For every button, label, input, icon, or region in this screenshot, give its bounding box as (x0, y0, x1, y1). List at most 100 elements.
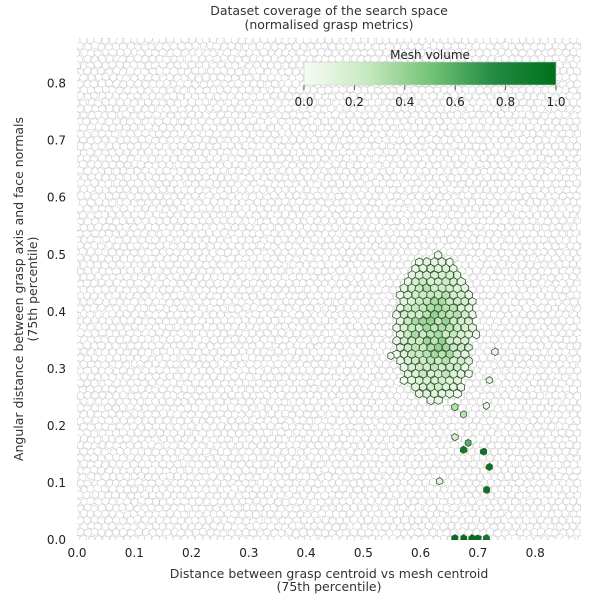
background-cell (361, 197, 370, 207)
background-cell (577, 347, 581, 357)
background-cell (310, 235, 319, 244)
background-cell (77, 208, 78, 212)
background-cell (241, 105, 250, 113)
background-cell (356, 116, 365, 126)
background-cell (367, 309, 376, 318)
background-cell (407, 41, 416, 50)
background-cell (580, 342, 581, 348)
background-cell (296, 48, 305, 57)
background-cell (104, 167, 113, 176)
background-cell (267, 172, 276, 181)
background-cell (141, 80, 150, 90)
background-cell (216, 85, 224, 94)
background-cell (255, 104, 264, 113)
background-cell (562, 159, 570, 169)
background-cell (310, 172, 319, 182)
background-cell (460, 173, 470, 182)
background-cell (569, 38, 578, 44)
background-cell (126, 367, 135, 376)
background-cell (201, 60, 210, 70)
background-cell (177, 153, 185, 163)
background-cell (69, 192, 77, 200)
background-cell (260, 38, 269, 44)
background-cell (577, 122, 581, 132)
background-cell (364, 167, 373, 175)
background-cell (194, 122, 203, 131)
background-cell (238, 38, 241, 39)
background-cell (105, 354, 114, 363)
background-cell (230, 85, 239, 95)
background-cell (161, 353, 171, 362)
background-cell (133, 167, 142, 176)
background-cell (580, 369, 581, 373)
background-cell (570, 123, 579, 132)
background-cell (532, 85, 541, 95)
background-cell (172, 136, 181, 144)
background-cell (575, 135, 581, 145)
background-cell (238, 122, 247, 132)
background-cell (263, 154, 271, 163)
background-cell (580, 193, 581, 199)
background-cell (429, 417, 437, 425)
background-cell (83, 204, 92, 213)
background-cell (561, 72, 570, 82)
background-cell (514, 179, 523, 188)
background-cell (446, 135, 455, 145)
background-cell (144, 297, 153, 306)
background-cell (367, 135, 376, 144)
background-cell (475, 122, 484, 132)
background-cell (515, 141, 524, 150)
background-cell (97, 153, 107, 162)
background-cell (570, 38, 571, 39)
background-cell (309, 38, 318, 45)
background-cell (533, 198, 541, 207)
background-cell (122, 38, 127, 40)
background-cell (82, 154, 91, 162)
background-cell (172, 147, 182, 156)
background-cell (582, 80, 589, 88)
background-cell (69, 442, 76, 449)
background-cell (126, 66, 135, 76)
background-cell (119, 242, 128, 251)
background-cell (69, 79, 76, 88)
background-cell (108, 38, 112, 39)
background-cell (152, 110, 161, 119)
background-cell (283, 67, 293, 76)
background-cell (147, 154, 157, 164)
background-cell (238, 60, 247, 69)
background-cell (339, 147, 348, 157)
background-cell (77, 307, 78, 310)
background-cell (77, 136, 81, 144)
background-cell (321, 390, 329, 400)
background-cell (356, 91, 366, 101)
background-cell (321, 141, 330, 151)
background-cell (485, 204, 495, 213)
background-cell (573, 79, 581, 88)
background-cell (424, 209, 434, 219)
background-cell (77, 185, 80, 194)
background-cell (201, 38, 204, 39)
background-cell (580, 392, 581, 397)
background-cell (378, 179, 387, 188)
plot-area (69, 31, 589, 540)
background-cell (454, 38, 463, 44)
background-cell (562, 48, 571, 58)
background-cell (580, 255, 581, 256)
background-cell (77, 169, 78, 175)
background-cell (575, 334, 581, 344)
background-cell (237, 148, 247, 158)
background-cell (112, 78, 121, 88)
background-cell (155, 216, 164, 225)
background-cell (559, 129, 567, 138)
background-cell (455, 122, 463, 131)
background-cell (83, 103, 93, 114)
background-cell (275, 38, 283, 45)
background-cell (580, 405, 581, 409)
background-cell (466, 31, 473, 38)
background-cell (177, 142, 185, 151)
background-cell (503, 110, 513, 120)
background-cell (105, 78, 114, 88)
background-cell (140, 54, 149, 64)
background-cell (489, 48, 498, 57)
background-cell (162, 216, 171, 226)
